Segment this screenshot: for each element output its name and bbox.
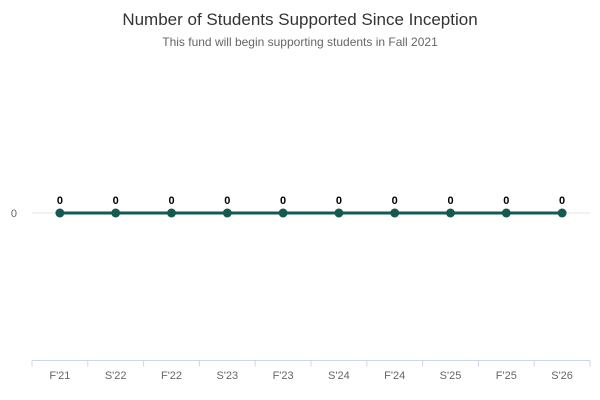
x-axis-tick-label: F'21 xyxy=(49,370,70,382)
data-point-label: 0 xyxy=(392,195,398,207)
data-point[interactable] xyxy=(390,208,400,218)
data-point[interactable] xyxy=(222,208,232,218)
x-axis-tick-label: F'25 xyxy=(496,370,517,382)
x-axis-tick-label: F'24 xyxy=(384,370,405,382)
data-point-label: 0 xyxy=(559,195,565,207)
data-point-label: 0 xyxy=(113,195,119,207)
data-point[interactable] xyxy=(55,208,65,218)
data-point-label: 0 xyxy=(57,195,63,207)
data-point-label: 0 xyxy=(503,195,509,207)
x-axis-tick-label: S'22 xyxy=(105,370,127,382)
data-point-label: 0 xyxy=(280,195,286,207)
x-axis-tick-label: S'25 xyxy=(440,370,462,382)
chart-title: Number of Students Supported Since Incep… xyxy=(122,10,477,29)
data-point[interactable] xyxy=(334,208,344,218)
x-axis-tick-label: F'23 xyxy=(273,370,294,382)
plot-area: 0 0 0 0 0 0 0 0 0 0 0 F'21 S'22 F'22 S'23 F'23 S'24 F'24 S… xyxy=(11,195,591,382)
data-point-label: 0 xyxy=(168,195,174,207)
data-point-label: 0 xyxy=(336,195,342,207)
x-axis-tick-label: S'23 xyxy=(216,370,238,382)
data-point-label: 0 xyxy=(447,195,453,207)
data-point[interactable] xyxy=(111,208,121,218)
data-point[interactable] xyxy=(557,208,567,218)
data-point[interactable] xyxy=(501,208,511,218)
chart-subtitle: This fund will begin supporting students… xyxy=(162,35,438,49)
x-axis-tick-label: S'26 xyxy=(551,370,573,382)
data-point[interactable] xyxy=(278,208,288,218)
data-point[interactable] xyxy=(446,208,455,218)
y-axis-tick-label: 0 xyxy=(11,208,17,220)
x-axis-tick-label: S'24 xyxy=(328,370,350,382)
data-point[interactable] xyxy=(167,208,176,218)
x-axis-tick-label: F'22 xyxy=(161,370,182,382)
data-point-label: 0 xyxy=(224,195,230,207)
